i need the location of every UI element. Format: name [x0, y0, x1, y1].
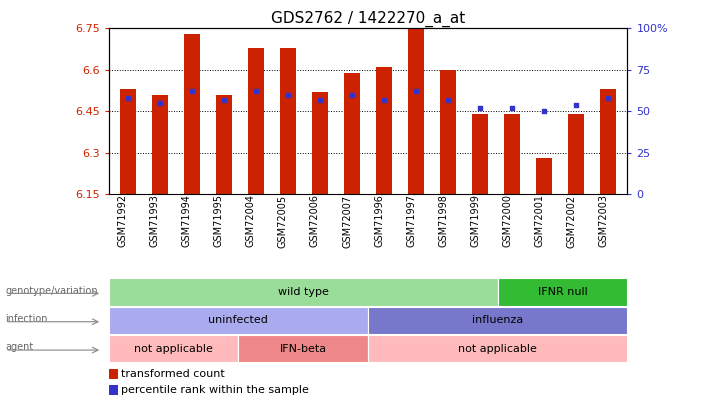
Text: GSM71994: GSM71994 [182, 194, 192, 247]
Text: GSM72000: GSM72000 [502, 194, 512, 247]
Bar [120, 89, 136, 194]
Text: GSM72004: GSM72004 [246, 194, 256, 247]
Text: transformed count: transformed count [121, 369, 225, 379]
Point [538, 108, 550, 115]
Point [186, 88, 198, 95]
Text: influenza: influenza [472, 315, 524, 325]
Bar [216, 95, 232, 194]
Text: GSM72001: GSM72001 [534, 194, 544, 247]
Text: not applicable: not applicable [134, 344, 213, 354]
Point [346, 92, 358, 98]
Text: agent: agent [6, 342, 34, 352]
Text: uninfected: uninfected [208, 315, 268, 325]
Text: GSM71995: GSM71995 [214, 194, 224, 247]
Text: infection: infection [6, 314, 48, 324]
Bar [440, 70, 456, 194]
Bar [504, 114, 520, 194]
Text: GSM71997: GSM71997 [406, 194, 416, 247]
Bar [536, 158, 552, 194]
Text: GSM71992: GSM71992 [118, 194, 128, 247]
Text: GSM72005: GSM72005 [278, 194, 288, 247]
Text: GSM72007: GSM72007 [342, 194, 352, 247]
Text: IFNR null: IFNR null [538, 287, 587, 297]
Text: GSM72003: GSM72003 [598, 194, 608, 247]
Bar [248, 48, 264, 194]
Bar [472, 114, 488, 194]
Text: genotype/variation: genotype/variation [6, 286, 98, 296]
Point [283, 92, 294, 98]
Bar [109, 369, 118, 379]
Bar [312, 92, 328, 194]
Text: wild type: wild type [278, 287, 329, 297]
Point [122, 95, 133, 101]
Text: GSM71993: GSM71993 [150, 194, 160, 247]
Text: not applicable: not applicable [458, 344, 537, 354]
Bar [408, 28, 424, 194]
Point [475, 105, 486, 111]
Text: GSM72006: GSM72006 [310, 194, 320, 247]
Bar [344, 72, 360, 194]
Bar [280, 48, 296, 194]
Bar [600, 89, 616, 194]
Text: IFN-beta: IFN-beta [280, 344, 327, 354]
Point [442, 96, 454, 103]
Point [379, 96, 390, 103]
Point [507, 105, 518, 111]
Bar [109, 385, 118, 395]
Point [218, 96, 229, 103]
Point [411, 88, 422, 95]
Bar [184, 34, 200, 194]
Bar [568, 114, 584, 194]
Point [250, 88, 261, 95]
Bar [376, 67, 392, 194]
Title: GDS2762 / 1422270_a_at: GDS2762 / 1422270_a_at [271, 11, 465, 27]
Point [571, 102, 582, 108]
Point [603, 95, 614, 101]
Point [154, 100, 165, 106]
Bar [152, 95, 168, 194]
Text: percentile rank within the sample: percentile rank within the sample [121, 386, 309, 395]
Text: GSM71999: GSM71999 [470, 194, 480, 247]
Text: GSM72002: GSM72002 [566, 194, 576, 247]
Text: GSM71998: GSM71998 [438, 194, 448, 247]
Text: GSM71996: GSM71996 [374, 194, 384, 247]
Point [314, 96, 325, 103]
